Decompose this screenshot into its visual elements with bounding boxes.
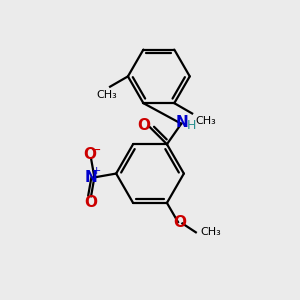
Text: H: H [187, 119, 196, 132]
Text: CH₃: CH₃ [200, 227, 221, 237]
Text: +: + [92, 166, 101, 176]
Text: CH₃: CH₃ [96, 90, 117, 100]
Text: O: O [173, 215, 186, 230]
Text: O: O [85, 195, 98, 210]
Text: CH₃: CH₃ [195, 116, 216, 126]
Text: N: N [85, 170, 97, 185]
Text: O: O [83, 147, 96, 162]
Text: N: N [176, 115, 188, 130]
Text: O: O [137, 118, 150, 133]
Text: −: − [91, 144, 102, 157]
